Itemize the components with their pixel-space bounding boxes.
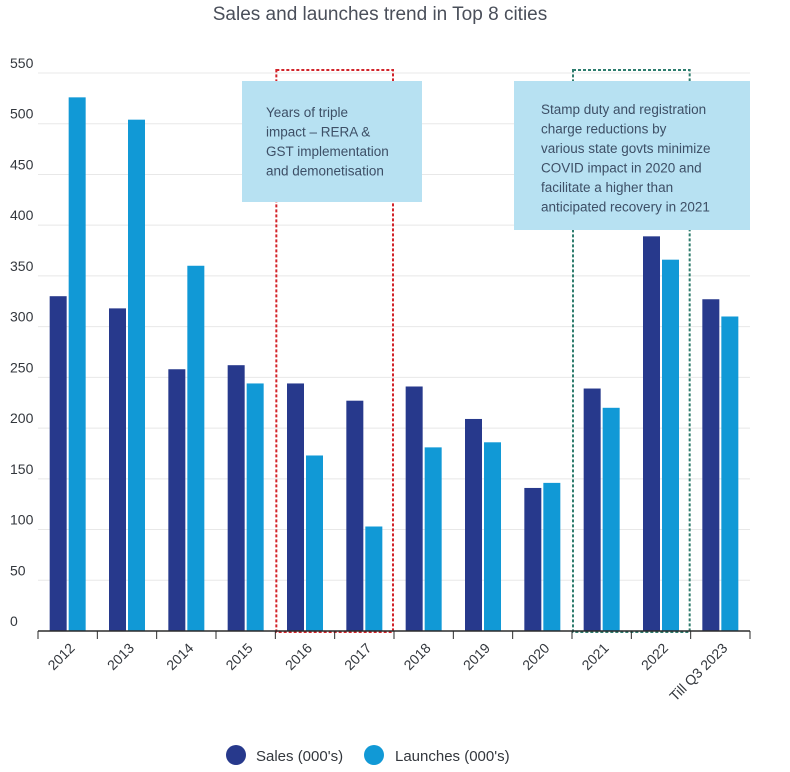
launches-bar-1 <box>128 119 145 631</box>
annotation-text: GST implementation <box>266 144 389 159</box>
sales-bar-8 <box>524 487 542 631</box>
y-tick-label: 100 <box>10 512 34 528</box>
y-tick-label: 450 <box>10 156 34 172</box>
legend: Sales (000's) Launches (000's) <box>226 745 510 765</box>
sales-bar-4 <box>287 383 304 631</box>
launches-bar-2 <box>187 265 205 631</box>
chart-title: Sales and launches trend in Top 8 cities <box>213 4 547 25</box>
y-tick-label: 50 <box>10 562 26 578</box>
y-tick-label: 400 <box>10 207 34 223</box>
y-tick-label: 200 <box>10 410 34 426</box>
launches-bar-9 <box>602 407 620 631</box>
annotation-text: COVID impact in 2020 and <box>541 161 702 176</box>
sales-bar-7 <box>465 418 482 631</box>
annotation-text: Stamp duty and registration <box>541 102 706 117</box>
annotation-text: and demonetisation <box>266 164 384 179</box>
annotation-text: charge reductions by <box>541 122 667 137</box>
x-tick-label: 2012 <box>44 640 77 673</box>
annotation-text: Years of triple <box>266 105 348 120</box>
x-tick-label: Till Q3 2023 <box>666 640 730 704</box>
bars <box>49 97 739 632</box>
sales-bar-9 <box>583 388 601 631</box>
x-tick-label: 2022 <box>638 640 671 673</box>
annotation-box-1 <box>514 81 750 230</box>
x-tick-label: 2014 <box>163 640 196 673</box>
launches-bar-6 <box>424 447 442 631</box>
y-tick-label: 0 <box>10 613 18 629</box>
y-tick-label: 150 <box>10 461 34 477</box>
x-tick-label: 2015 <box>222 640 255 673</box>
annotation-text: anticipated recovery in 2021 <box>541 200 710 215</box>
launches-bar-4 <box>306 455 323 631</box>
sales-bar-1 <box>109 308 126 631</box>
x-tick-label: 2021 <box>578 640 611 673</box>
sales-bar-11 <box>702 299 720 631</box>
y-tick-label: 250 <box>10 359 34 375</box>
annotation-box-0 <box>242 81 422 202</box>
x-tick-label: 2019 <box>460 640 493 673</box>
x-tick-label: 2017 <box>341 640 374 673</box>
annotation-text: facilitate a higher than <box>541 180 673 195</box>
annotations: Years of triple impact – RERA & GST implem… <box>242 81 750 230</box>
x-tick-label: 2016 <box>282 640 315 673</box>
launches-bar-10 <box>662 259 679 631</box>
annotation-text: various state govts minimize <box>541 141 711 156</box>
legend-marker-0 <box>226 745 246 765</box>
y-tick-label: 300 <box>10 309 34 325</box>
legend-label-1: Launches (000's) <box>395 748 510 765</box>
sales-bar-5 <box>346 400 364 631</box>
launches-bar-0 <box>68 97 86 631</box>
sales-bar-10 <box>643 236 660 632</box>
legend-marker-1 <box>364 745 384 765</box>
annotation-text: impact – RERA & <box>266 125 370 140</box>
y-tick-label: 500 <box>10 106 34 122</box>
sales-bar-0 <box>49 296 67 631</box>
launches-bar-7 <box>484 442 501 631</box>
sales-bar-2 <box>168 369 186 631</box>
sales-bar-6 <box>405 386 423 631</box>
x-tick-label: 2013 <box>104 640 137 673</box>
x-tick-label: 2020 <box>519 640 552 673</box>
x-tick-label: 2018 <box>400 640 433 673</box>
launches-bar-8 <box>543 482 561 631</box>
sales-bar-3 <box>227 365 245 631</box>
y-tick-label: 350 <box>10 258 34 274</box>
legend-label-0: Sales (000's) <box>256 748 343 765</box>
y-tick-label: 550 <box>10 55 34 71</box>
launches-bar-11 <box>721 316 739 631</box>
launches-bar-3 <box>246 383 264 631</box>
x-axis: 2012 2013 2014 2015 2016 2017 2018 2019 2020 2021… <box>37 630 751 704</box>
launches-bar-5 <box>365 526 383 631</box>
y-axis: 0 50 100 150 200 250 300 350 400 450 500 550 <box>10 55 34 629</box>
